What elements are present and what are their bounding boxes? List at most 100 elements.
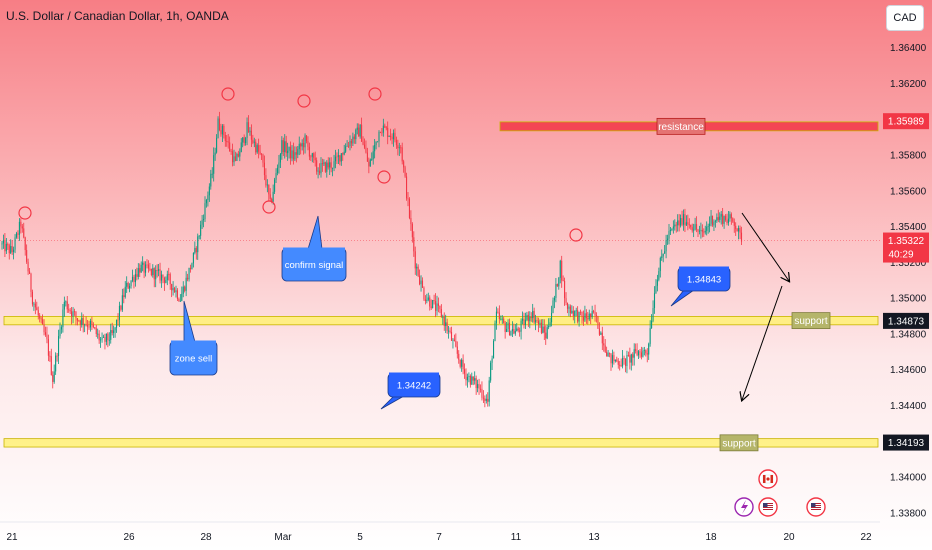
candle-body	[503, 318, 505, 323]
candle-body	[406, 176, 408, 199]
candle-body	[271, 198, 273, 202]
candle-body	[420, 280, 422, 285]
candle-body	[656, 279, 658, 286]
candle-body	[411, 224, 413, 238]
current-price-text: 1.35322	[888, 236, 925, 247]
candle-body	[565, 298, 567, 303]
candle-body	[175, 290, 177, 293]
candle-body	[588, 313, 590, 320]
candle-body	[365, 147, 367, 153]
price-tick-label: 1.35200	[890, 258, 927, 269]
candle-body	[561, 260, 563, 281]
candle-body	[27, 261, 29, 272]
candle-body	[17, 233, 19, 235]
candle-body	[150, 268, 152, 276]
lightning-icon-bolt	[741, 500, 748, 514]
candle-body	[675, 224, 677, 226]
candle-body	[669, 230, 671, 232]
candle-body	[427, 297, 429, 300]
candle-body	[129, 285, 131, 289]
candle-body	[733, 221, 735, 226]
candle-body	[239, 152, 241, 157]
candle-body	[10, 246, 12, 254]
candle-body	[514, 330, 516, 334]
candle-body	[265, 175, 267, 186]
candle-body	[439, 305, 441, 310]
candle-body	[131, 276, 134, 281]
candle-body	[233, 156, 235, 163]
price-tick-label: 1.34400	[890, 401, 927, 412]
candle-body	[153, 268, 155, 280]
candle-body	[345, 146, 347, 152]
candle-body	[703, 231, 705, 233]
candle-body	[234, 156, 236, 161]
candle-body	[262, 154, 264, 163]
candle-body	[494, 323, 496, 342]
candle-body	[348, 145, 350, 147]
candle-body	[475, 378, 477, 389]
overlays-layer: resistance support support confirm signal zo…	[18, 87, 831, 452]
candle-body	[690, 224, 692, 228]
candle-body	[574, 310, 576, 317]
candle-body	[311, 153, 313, 157]
support-label-upper-box	[791, 312, 831, 330]
candle-body	[236, 153, 238, 161]
price-tick-label: 1.33800	[890, 508, 927, 519]
candle-body	[371, 159, 373, 161]
candle-body	[701, 229, 703, 232]
candle-body	[693, 229, 695, 231]
candle-body	[334, 156, 337, 162]
candle-body	[253, 141, 255, 143]
candle-body	[516, 328, 518, 331]
candle-body	[529, 317, 531, 322]
candle-body	[500, 318, 502, 320]
canada-flag-icon	[758, 469, 778, 489]
candle-body	[627, 355, 629, 356]
candle-body	[76, 318, 78, 321]
candle-body	[85, 324, 87, 326]
candle-body	[127, 282, 129, 289]
candle-body	[366, 152, 368, 162]
candle-body	[681, 218, 683, 225]
candle-body	[100, 339, 102, 341]
candle-body	[559, 260, 561, 278]
candle-body	[287, 150, 289, 154]
candle-body	[395, 140, 397, 146]
support-upper-price-tag: 1.34873	[883, 312, 929, 329]
candle-body	[303, 142, 305, 148]
candle-body	[136, 274, 138, 277]
currency-button[interactable]: CAD	[886, 5, 924, 31]
candle-body	[42, 319, 44, 325]
candle-body	[379, 131, 381, 133]
candle-body	[684, 214, 686, 226]
candle-body	[63, 301, 65, 310]
candles-layer	[1, 111, 743, 408]
candle-body	[162, 274, 164, 278]
candle-body	[342, 153, 344, 155]
candle-body	[232, 151, 234, 163]
candle-body	[677, 220, 679, 226]
candle-body	[446, 322, 448, 331]
candle-body	[143, 262, 145, 273]
candle-body	[581, 311, 583, 317]
candle-body	[14, 237, 16, 250]
us-flag-icon-stripe	[763, 507, 773, 508]
zone-sell-callout-text: zone sell	[175, 354, 213, 365]
candle-body	[361, 124, 363, 142]
candle-body	[1, 243, 3, 245]
us-flag-icon-2-canton	[811, 503, 816, 507]
candle-body	[69, 310, 71, 312]
candle-body	[739, 228, 741, 233]
level-2-callout-pointer	[380, 395, 406, 410]
candle-body	[419, 275, 421, 285]
candle-body	[102, 336, 105, 338]
zone-sell-callout: zone sell	[169, 300, 218, 376]
candle-body	[633, 349, 635, 358]
candle-body	[423, 287, 425, 300]
resistance-label: resistance	[656, 117, 706, 135]
candle-body	[187, 277, 189, 280]
chart-title: U.S. Dollar / Canadian Dollar, 1h, OANDA	[6, 9, 229, 23]
candle-body	[139, 268, 141, 273]
candle-body	[81, 318, 83, 325]
candle-body	[101, 337, 103, 340]
